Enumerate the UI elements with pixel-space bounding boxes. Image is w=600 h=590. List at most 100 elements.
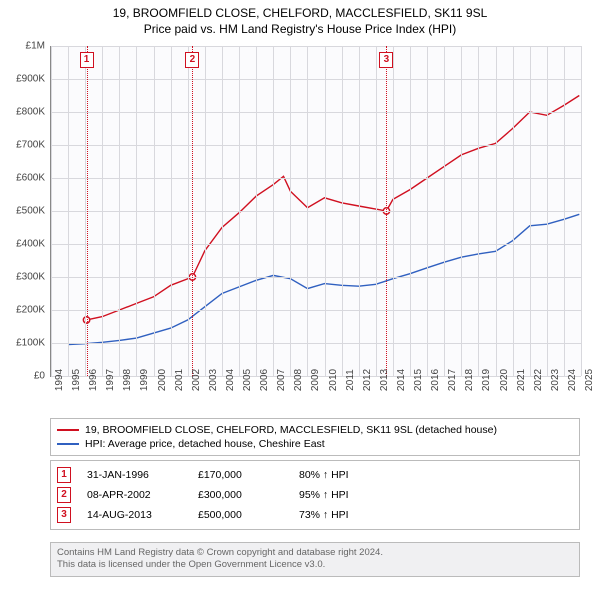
- transaction-vline: [87, 46, 88, 376]
- xtick-label: 2021: [516, 369, 527, 391]
- transaction-marker-on-chart: 1: [80, 52, 94, 68]
- transaction-price: £300,000: [198, 489, 283, 501]
- ytick-label: £600K: [5, 173, 45, 184]
- gridline-v: [342, 46, 343, 376]
- footer-line-2: This data is licensed under the Open Gov…: [57, 559, 573, 571]
- gridline-v: [188, 46, 189, 376]
- ytick-label: £700K: [5, 140, 45, 151]
- gridline-v: [51, 46, 52, 376]
- gridline-v: [68, 46, 69, 376]
- xtick-label: 1996: [88, 369, 99, 391]
- xtick-label: 2002: [191, 369, 202, 391]
- xtick-label: 2011: [345, 369, 356, 391]
- gridline-v: [427, 46, 428, 376]
- xtick-label: 2001: [174, 369, 185, 391]
- xtick-label: 2023: [550, 369, 561, 391]
- gridline-v: [239, 46, 240, 376]
- chart-area: 123: [50, 46, 581, 377]
- ytick-label: £300K: [5, 272, 45, 283]
- transaction-date: 31-JAN-1996: [87, 469, 182, 481]
- figure-container: 19, BROOMFIELD CLOSE, CHELFORD, MACCLESF…: [0, 0, 600, 590]
- xtick-label: 2010: [328, 369, 339, 391]
- transaction-date: 08-APR-2002: [87, 489, 182, 501]
- xtick-label: 2007: [276, 369, 287, 391]
- gridline-v: [530, 46, 531, 376]
- transaction-marker: 2: [57, 487, 71, 503]
- xtick-label: 1994: [54, 369, 65, 391]
- transaction-row: 1 31-JAN-1996 £170,000 80% ↑ HPI: [57, 465, 573, 485]
- xtick-label: 2024: [567, 369, 578, 391]
- ytick-label: £900K: [5, 74, 45, 85]
- gridline-v: [376, 46, 377, 376]
- legend-swatch-hpi: [57, 443, 79, 445]
- transaction-marker: 1: [57, 467, 71, 483]
- gridline-v: [359, 46, 360, 376]
- gridline-v: [513, 46, 514, 376]
- xtick-label: 2014: [396, 369, 407, 391]
- title-line-1: 19, BROOMFIELD CLOSE, CHELFORD, MACCLESF…: [0, 6, 600, 22]
- transaction-marker: 3: [57, 507, 71, 523]
- ytick-label: £200K: [5, 305, 45, 316]
- footer-line-1: Contains HM Land Registry data © Crown c…: [57, 547, 573, 559]
- transactions-box: 1 31-JAN-1996 £170,000 80% ↑ HPI 2 08-AP…: [50, 460, 580, 530]
- gridline-v: [496, 46, 497, 376]
- gridline-h: [51, 211, 581, 212]
- transaction-vline: [386, 46, 387, 376]
- gridline-v: [581, 46, 582, 376]
- gridline-v: [444, 46, 445, 376]
- gridline-h: [51, 343, 581, 344]
- xtick-label: 2018: [464, 369, 475, 391]
- transaction-price: £500,000: [198, 509, 283, 521]
- gridline-v: [273, 46, 274, 376]
- transaction-pct: 80% ↑ HPI: [299, 469, 399, 481]
- gridline-h: [51, 178, 581, 179]
- xtick-label: 2019: [481, 369, 492, 391]
- gridline-h: [51, 244, 581, 245]
- legend-swatch-property: [57, 429, 79, 431]
- gridline-v: [393, 46, 394, 376]
- gridline-v: [564, 46, 565, 376]
- gridline-v: [461, 46, 462, 376]
- gridline-h: [51, 145, 581, 146]
- xtick-label: 2008: [293, 369, 304, 391]
- xtick-label: 1995: [71, 369, 82, 391]
- transaction-row: 2 08-APR-2002 £300,000 95% ↑ HPI: [57, 485, 573, 505]
- legend-label-hpi: HPI: Average price, detached house, Ches…: [85, 438, 325, 450]
- gridline-v: [547, 46, 548, 376]
- title-line-2: Price paid vs. HM Land Registry's House …: [0, 22, 600, 38]
- gridline-v: [410, 46, 411, 376]
- gridline-h: [51, 112, 581, 113]
- xtick-label: 1999: [139, 369, 150, 391]
- gridline-v: [307, 46, 308, 376]
- gridline-v: [102, 46, 103, 376]
- xtick-label: 1998: [122, 369, 133, 391]
- xtick-label: 1997: [105, 369, 116, 391]
- gridline-v: [171, 46, 172, 376]
- transaction-row: 3 14-AUG-2013 £500,000 73% ↑ HPI: [57, 505, 573, 525]
- transaction-marker-on-chart: 3: [379, 52, 393, 68]
- series-property-line: [87, 96, 580, 320]
- ytick-label: £0: [5, 371, 45, 382]
- transaction-vline: [192, 46, 193, 376]
- xtick-label: 2015: [413, 369, 424, 391]
- xtick-label: 2012: [362, 369, 373, 391]
- ytick-label: £800K: [5, 107, 45, 118]
- transaction-pct: 95% ↑ HPI: [299, 489, 399, 501]
- legend-row: HPI: Average price, detached house, Ches…: [57, 437, 573, 451]
- xtick-label: 2013: [379, 369, 390, 391]
- transaction-pct: 73% ↑ HPI: [299, 509, 399, 521]
- transaction-price: £170,000: [198, 469, 283, 481]
- gridline-v: [119, 46, 120, 376]
- legend-label-property: 19, BROOMFIELD CLOSE, CHELFORD, MACCLESF…: [85, 424, 497, 436]
- ytick-label: £400K: [5, 239, 45, 250]
- xtick-label: 2005: [242, 369, 253, 391]
- gridline-v: [325, 46, 326, 376]
- xtick-label: 2022: [533, 369, 544, 391]
- xtick-label: 2016: [430, 369, 441, 391]
- xtick-label: 2006: [259, 369, 270, 391]
- title-block: 19, BROOMFIELD CLOSE, CHELFORD, MACCLESF…: [0, 0, 600, 37]
- gridline-h: [51, 79, 581, 80]
- gridline-v: [154, 46, 155, 376]
- ytick-label: £500K: [5, 206, 45, 217]
- xtick-label: 2020: [499, 369, 510, 391]
